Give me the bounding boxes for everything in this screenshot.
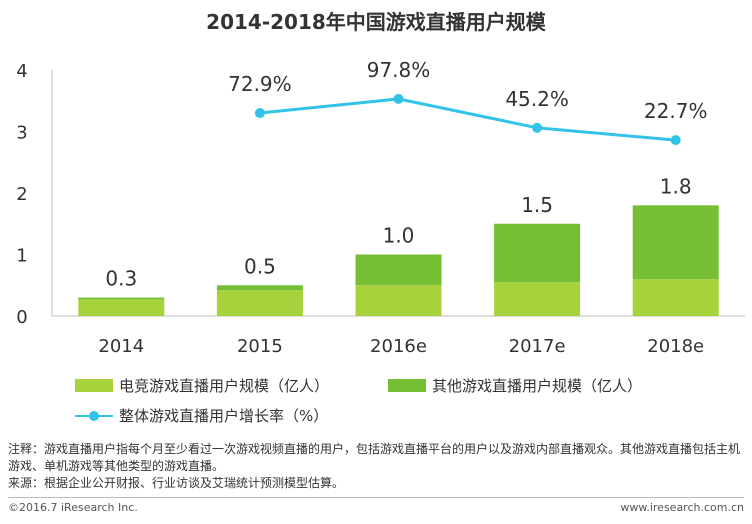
y-tick-label: 0 <box>16 307 27 328</box>
bars-group <box>78 205 719 316</box>
axis-group: 0 1 2 3 4 2014 2015 2016e 2017e 2018e <box>16 61 745 357</box>
bar-esports <box>355 285 442 316</box>
legend-swatch-esports <box>75 379 113 392</box>
bar-other <box>78 297 165 300</box>
legend-series1: 电竞游戏直播用户规模（亿人） <box>75 375 329 396</box>
bar-other <box>355 254 442 286</box>
chart: 0 1 2 3 4 2014 2015 2016e 2017e 2018e 0.3 0.5 1.0 1.… <box>16 58 745 357</box>
legend-label-growth: 整体游戏直播用户增长率（%） <box>119 407 329 425</box>
x-tick-label: 2016e <box>370 336 427 357</box>
bar-esports <box>632 279 719 316</box>
footer-copyright: ©2016.7 iResearch Inc. <box>8 501 138 514</box>
bar-other <box>494 223 581 283</box>
growth-point <box>254 108 265 119</box>
growth-label: 72.9% <box>228 72 292 96</box>
growth-label: 45.2% <box>505 87 569 111</box>
legend-label-esports: 电竞游戏直播用户规模（亿人） <box>119 377 330 395</box>
growth-line <box>259 97 676 142</box>
growth-line-group <box>254 93 681 146</box>
bar-esports <box>216 290 303 316</box>
note-text: 注释：游戏直播用户指每个月至少看过一次游戏视频直播的用户，包括游戏直播平台的用户… <box>8 442 741 473</box>
legend-series2: 其他游戏直播用户规模（亿人） <box>388 375 642 396</box>
labels-group: 0.3 0.5 1.0 1.5 1.8 72.9% 97.8% 45.2% 22.7% <box>105 58 707 291</box>
legend-swatch-other <box>388 379 426 392</box>
x-tick-label: 2018e <box>647 336 704 357</box>
bar-other <box>632 205 719 280</box>
source-text: 来源：根据企业公开财报、行业访谈及艾瑞统计预测模型估算。 <box>8 476 345 490</box>
growth-label: 22.7% <box>644 99 708 123</box>
x-tick-label: 2014 <box>98 336 144 357</box>
legend-label-other: 其他游戏直播用户规模（亿人） <box>432 377 643 395</box>
bar-total-label: 1.0 <box>383 224 415 248</box>
growth-point <box>532 122 543 133</box>
y-tick-label: 1 <box>16 246 27 267</box>
bar-other <box>216 285 303 291</box>
chart-notes: 注释：游戏直播用户指每个月至少看过一次游戏视频直播的用户，包括游戏直播平台的用户… <box>8 441 746 492</box>
y-tick-label: 2 <box>16 184 27 205</box>
bar-esports <box>494 282 581 316</box>
legend-line: 整体游戏直播用户增长率（%） <box>75 405 328 426</box>
bar-total-label: 0.5 <box>244 254 276 278</box>
growth-point <box>393 93 404 104</box>
y-tick-label: 4 <box>16 61 27 82</box>
y-tick-label: 3 <box>16 123 27 144</box>
footer-website: www.iresearch.com.cn <box>620 501 744 514</box>
growth-label: 97.8% <box>367 58 431 82</box>
bar-total-label: 1.5 <box>521 193 553 217</box>
growth-point <box>670 135 681 146</box>
bar-total-label: 0.3 <box>105 267 137 291</box>
bar-total-label: 1.8 <box>660 174 692 198</box>
legend-swatch-growth <box>75 409 113 422</box>
footer-divider <box>8 497 744 498</box>
x-tick-label: 2017e <box>509 336 566 357</box>
x-tick-label: 2015 <box>237 336 283 357</box>
chart-title: 2014-2018年中国游戏直播用户规模 <box>206 10 546 34</box>
bar-esports <box>78 299 165 316</box>
